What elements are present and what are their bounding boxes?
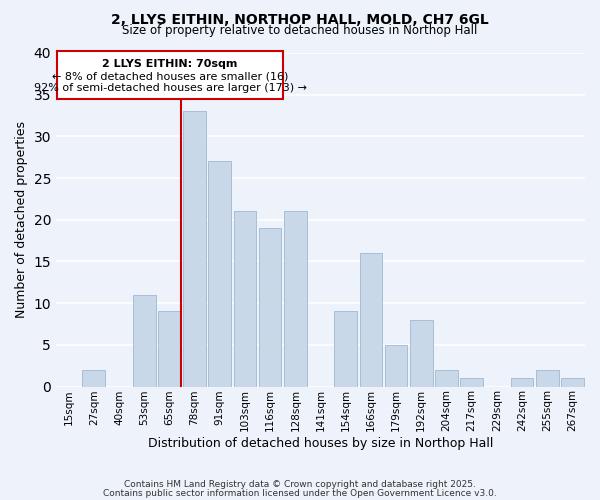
Text: Contains public sector information licensed under the Open Government Licence v3: Contains public sector information licen… xyxy=(103,489,497,498)
Text: 2 LLYS EITHIN: 70sqm: 2 LLYS EITHIN: 70sqm xyxy=(103,59,238,69)
FancyBboxPatch shape xyxy=(58,52,283,99)
Bar xyxy=(359,253,382,386)
Y-axis label: Number of detached properties: Number of detached properties xyxy=(15,122,28,318)
Bar xyxy=(284,212,307,386)
Bar xyxy=(435,370,458,386)
Bar xyxy=(460,378,483,386)
Bar xyxy=(259,228,281,386)
Text: 2, LLYS EITHIN, NORTHOP HALL, MOLD, CH7 6GL: 2, LLYS EITHIN, NORTHOP HALL, MOLD, CH7 … xyxy=(111,12,489,26)
Text: Contains HM Land Registry data © Crown copyright and database right 2025.: Contains HM Land Registry data © Crown c… xyxy=(124,480,476,489)
Text: 92% of semi-detached houses are larger (173) →: 92% of semi-detached houses are larger (… xyxy=(34,83,307,93)
Bar xyxy=(385,345,407,387)
Bar xyxy=(82,370,105,386)
Bar xyxy=(233,212,256,386)
X-axis label: Distribution of detached houses by size in Northop Hall: Distribution of detached houses by size … xyxy=(148,437,493,450)
Bar xyxy=(511,378,533,386)
Bar xyxy=(561,378,584,386)
Text: ← 8% of detached houses are smaller (16): ← 8% of detached houses are smaller (16) xyxy=(52,72,288,82)
Text: Size of property relative to detached houses in Northop Hall: Size of property relative to detached ho… xyxy=(122,24,478,37)
Bar xyxy=(334,312,357,386)
Bar xyxy=(208,162,231,386)
Bar xyxy=(410,320,433,386)
Bar xyxy=(183,112,206,386)
Bar xyxy=(536,370,559,386)
Bar xyxy=(133,295,155,386)
Bar xyxy=(158,312,181,386)
